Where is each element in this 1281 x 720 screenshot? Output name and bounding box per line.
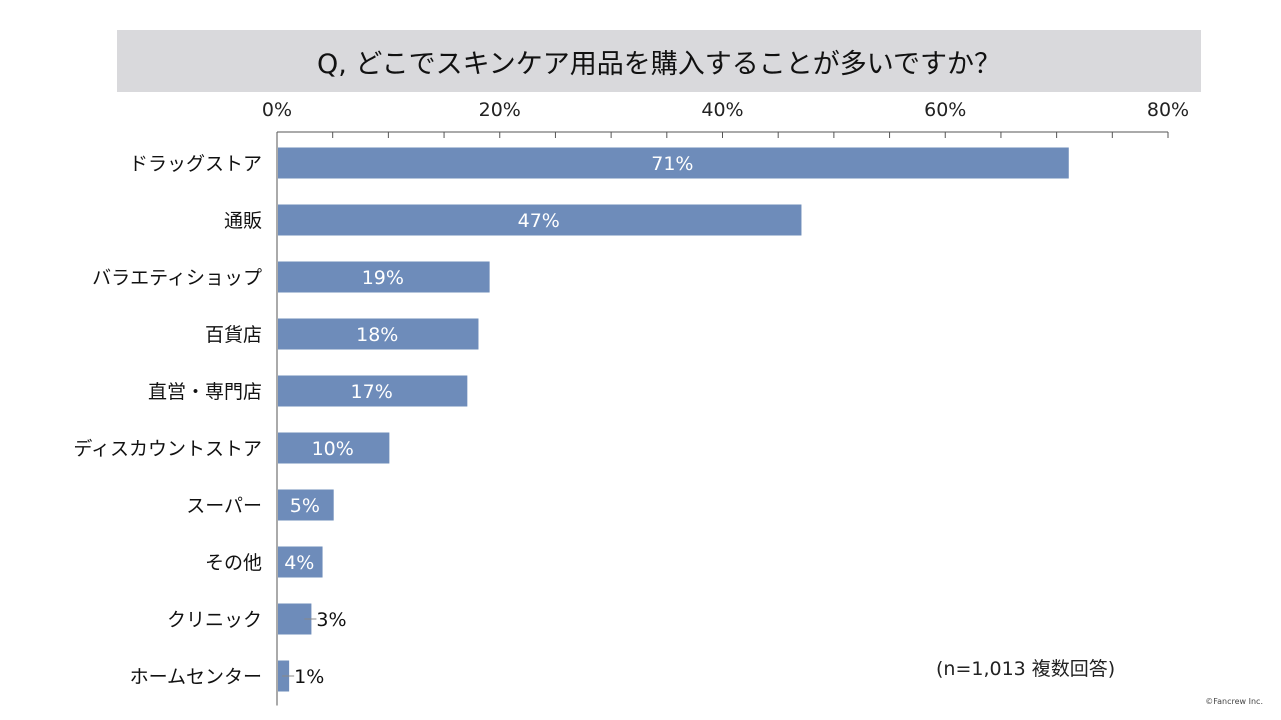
x-tick-label: 20%: [479, 99, 521, 121]
copyright: ©Fancrew Inc.: [1205, 697, 1263, 706]
category-label: 直営・専門店: [148, 381, 262, 403]
x-tick-label: 80%: [1147, 99, 1189, 121]
category-label: ドラッグストア: [129, 153, 262, 175]
bar: [278, 489, 334, 521]
chart-title: Q, どこでスキンケア用品を購入することが多いですか？: [117, 30, 1201, 92]
category-label: 通販: [224, 210, 262, 232]
data-label: 3%: [316, 609, 346, 631]
x-tick-label: 0%: [262, 99, 292, 121]
data-label: 71%: [651, 153, 693, 175]
data-label: 10%: [312, 438, 354, 460]
data-label: 4%: [284, 552, 314, 574]
sample-note: (n=1,013 複数回答): [936, 658, 1116, 680]
category-label: バラエティショップ: [92, 267, 262, 289]
bar: [278, 204, 802, 236]
category-label: ホームセンター: [130, 666, 262, 688]
data-label: 1%: [294, 666, 324, 688]
bar: [278, 432, 390, 464]
category-label: ディスカウントストア: [73, 438, 262, 460]
bar: [278, 375, 468, 407]
category-label: スーパー: [186, 495, 262, 517]
x-tick-label: 60%: [924, 99, 966, 121]
data-label: 19%: [362, 267, 404, 289]
data-label: 5%: [290, 495, 320, 517]
bar: [278, 147, 1069, 179]
bar: [278, 546, 323, 578]
bar: [278, 261, 490, 293]
x-tick-label: 40%: [701, 99, 743, 121]
data-label: 47%: [518, 210, 560, 232]
category-label: 百貨店: [205, 324, 262, 346]
data-label: 18%: [356, 324, 398, 346]
data-label: 17%: [351, 381, 393, 403]
category-label: その他: [205, 552, 262, 574]
bar: [278, 318, 479, 350]
category-label: クリニック: [167, 609, 262, 631]
